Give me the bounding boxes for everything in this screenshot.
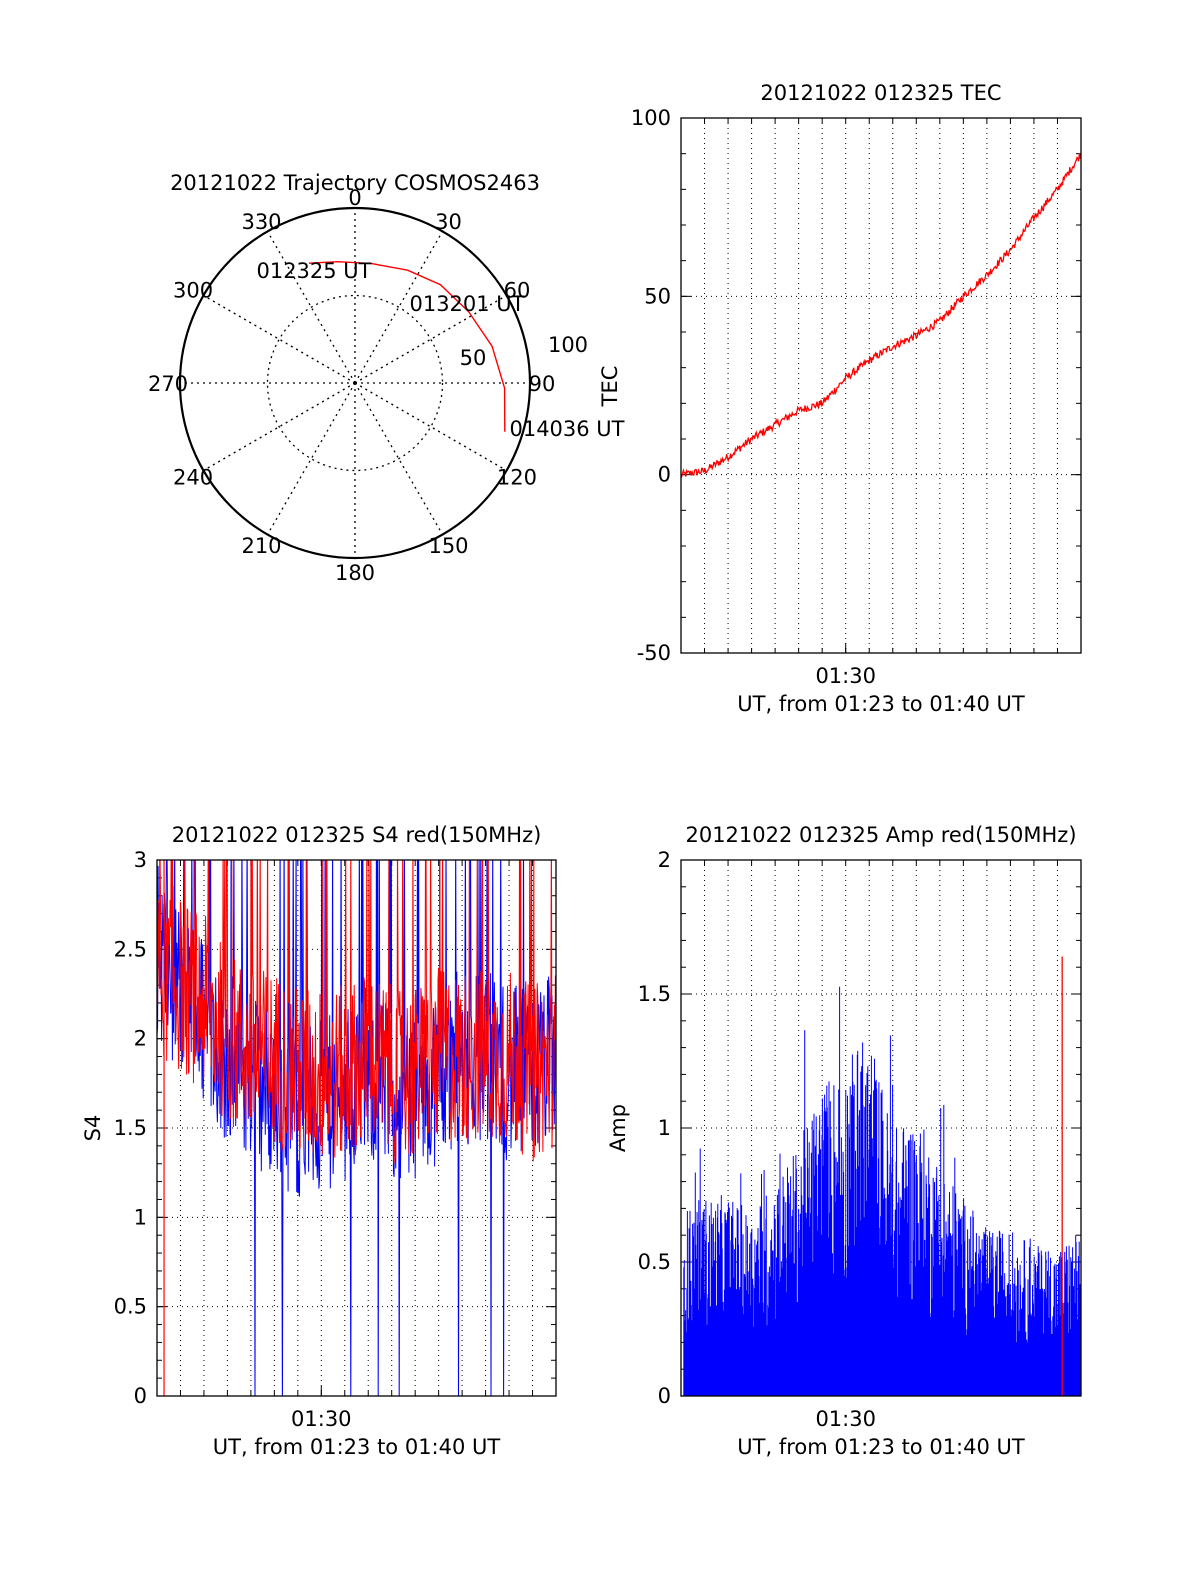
polar-spoke xyxy=(354,382,444,535)
amp-series-bars xyxy=(683,986,1081,1396)
y-axis-label: TEC xyxy=(598,366,622,408)
polar-radius-label: 100 xyxy=(548,333,588,357)
polar-spoke xyxy=(203,382,356,472)
x-axis-label: UT, from 01:23 to 01:40 UT xyxy=(213,1435,501,1459)
x-tick-label: 01:30 xyxy=(815,1407,876,1431)
polar-angle-label: 90 xyxy=(529,372,556,396)
polar-grid-circle xyxy=(266,294,444,472)
y-tick-label: 0 xyxy=(658,1384,671,1408)
series-group xyxy=(157,860,556,1396)
y-tick-label: 50 xyxy=(644,284,671,308)
panel-title: 20121022 012325 S4 red(150MHz) xyxy=(172,823,542,847)
trajectory-time-label: 014036 UT xyxy=(509,417,624,441)
y-tick-label: 1.5 xyxy=(638,982,671,1006)
panel-title: 20121022 012325 TEC xyxy=(760,81,1001,105)
y-tick-label: 1.5 xyxy=(114,1116,147,1140)
polar-angle-label: 210 xyxy=(241,534,281,558)
polar-spoke xyxy=(266,231,356,384)
y-tick-label: 0 xyxy=(658,463,671,487)
y-tick-label: 0 xyxy=(134,1384,147,1408)
y-axis-label: S4 xyxy=(81,1115,105,1142)
polar-angle-label: 330 xyxy=(241,210,281,234)
y-tick-label: 2 xyxy=(658,848,671,872)
polar-angle-label: 240 xyxy=(173,466,213,490)
x-axis-label: UT, from 01:23 to 01:40 UT xyxy=(737,1435,1025,1459)
plot-frame xyxy=(680,859,1082,1397)
polar-spoke xyxy=(354,294,507,384)
polar-spoke xyxy=(354,382,507,472)
s4-series-line xyxy=(157,860,556,1164)
trajectory-time-label: 013201 UT xyxy=(409,292,524,316)
polar-spoke xyxy=(354,231,444,384)
trajectory-time-label: 012325 UT xyxy=(256,259,371,283)
y-tick-label: -50 xyxy=(637,641,671,665)
series-group xyxy=(683,956,1081,1396)
polar-angle-label: 0 xyxy=(348,186,361,210)
polar-angle-label: 180 xyxy=(335,561,375,585)
x-tick-label: 01:30 xyxy=(291,1407,352,1431)
polar-spoke xyxy=(203,294,356,384)
polar-angle-label: 270 xyxy=(148,372,188,396)
tec-series-line xyxy=(681,152,1081,479)
y-tick-label: 0.5 xyxy=(114,1295,147,1319)
plot-frame xyxy=(156,859,557,1397)
y-tick-label: 3 xyxy=(134,848,147,872)
polar-radius-label: 50 xyxy=(460,346,487,370)
polar-angle-label: 300 xyxy=(173,279,213,303)
y-tick-label: 100 xyxy=(631,106,671,130)
polar-angle-label: 150 xyxy=(428,534,468,558)
y-tick-label: 1 xyxy=(658,1116,671,1140)
polar-title: 20121022 Trajectory COSMOS2463 xyxy=(170,171,540,195)
x-tick-label: 01:30 xyxy=(815,664,876,688)
polar-angle-label: 30 xyxy=(435,210,462,234)
series-group xyxy=(681,152,1081,479)
panel-title: 20121022 012325 Amp red(150MHz) xyxy=(685,823,1076,847)
x-axis-label: UT, from 01:23 to 01:40 UT xyxy=(737,692,1025,716)
amp-series-fill xyxy=(683,1342,1081,1396)
polar-trajectory xyxy=(308,260,506,432)
plot-frame xyxy=(680,117,1082,654)
polar-angle-label: 120 xyxy=(497,466,537,490)
y-tick-label: 2 xyxy=(134,1027,147,1051)
polar-angle-label: 60 xyxy=(504,279,531,303)
s4-series-line xyxy=(157,860,556,1396)
y-tick-label: 2.5 xyxy=(114,937,147,961)
y-tick-label: 1 xyxy=(134,1205,147,1229)
y-axis-label: Amp xyxy=(606,1104,630,1152)
y-tick-label: 0.5 xyxy=(638,1250,671,1274)
polar-spoke xyxy=(266,382,356,535)
